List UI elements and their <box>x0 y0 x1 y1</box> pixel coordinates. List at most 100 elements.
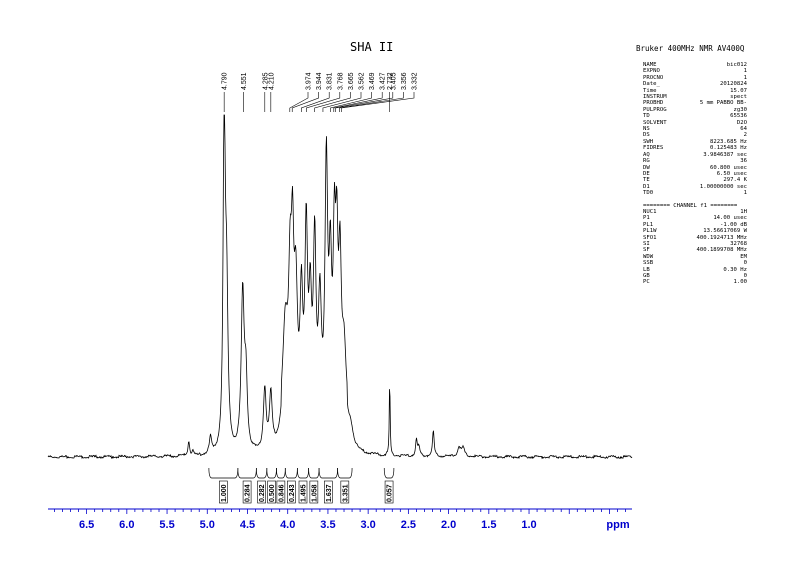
peak-label: 3.974 <box>306 72 313 90</box>
integral-bracket <box>208 467 239 479</box>
integral-box <box>276 480 286 504</box>
integral-bracket <box>297 467 309 479</box>
peak-label: 3.332 <box>412 72 419 90</box>
parameter-name: PC <box>643 279 650 286</box>
parameter-row: PROCNO 1 <box>643 75 747 81</box>
parameter-name: FIDRES <box>643 145 664 152</box>
peak-label: 4.790 <box>222 72 229 90</box>
integral-value: 3.351 <box>342 484 349 502</box>
integral-box <box>242 480 252 504</box>
parameter-value: 65536 <box>730 113 747 120</box>
parameter-name: PROCNO <box>643 74 664 81</box>
integral-box <box>219 480 228 504</box>
instrument-header: Bruker 400MHz NMR AV400Q <box>636 44 745 53</box>
parameter-value: -1.00 dB <box>720 221 747 228</box>
parameter-value: 14.00 usec <box>713 215 747 222</box>
integral-box <box>324 480 333 504</box>
peak-label-leader <box>289 92 309 112</box>
peak-label-group: 4.790 4.551 4.285 4.210 3.974 3.944 3.831 3.768… <box>222 72 419 112</box>
parameter-value: 13.56617069 W <box>703 228 747 235</box>
parameter-value: 400.1899708 MHz <box>696 247 747 254</box>
parameter-name: PL1 <box>643 221 654 228</box>
parameter-row: AQ 3.9846387 sec <box>643 152 747 158</box>
peak-label: 2.732 <box>387 72 394 90</box>
parameter-row: TE 297.4 K <box>643 177 747 183</box>
peak-label-leader <box>335 92 394 112</box>
x-tick-label: 2.0 <box>441 519 456 531</box>
integral-value: 0.243 <box>289 484 296 502</box>
parameter-row: PULPROG zg30 <box>643 107 747 113</box>
integral-box <box>340 480 350 504</box>
peak-label: 3.768 <box>337 72 344 90</box>
parameter-name: Time <box>643 87 657 94</box>
peak-label-leader <box>291 92 319 112</box>
peak-label: 3.665 <box>348 72 355 90</box>
x-axis-label: ppm <box>606 519 629 531</box>
parameter-name: SWH <box>643 138 654 145</box>
integral-group: 1.000 0.284 0.282 0.500 0.846 0.243 1.495 1.058… <box>208 467 395 504</box>
parameter-row: PL1W 13.56617069 W <box>643 228 747 234</box>
parameter-value: EM <box>740 253 747 260</box>
x-tick-label: 3.0 <box>361 519 376 531</box>
parameter-row: PL1 -1.00 dB <box>643 222 747 228</box>
parameter-name: DS <box>643 132 650 139</box>
parameter-value: 3.9846387 sec <box>703 151 747 158</box>
integral-box <box>309 480 319 504</box>
parameter-row: SOLVENT D2O <box>643 120 747 126</box>
parameter-value: 8223.685 Hz <box>709 138 747 145</box>
parameter-row: FIDRES 0.125483 Hz <box>643 145 747 151</box>
parameter-name: SFO1 <box>643 234 657 241</box>
integral-value: 0.846 <box>278 484 285 502</box>
parameter-name: TE <box>643 177 650 184</box>
integral-value: 0.284 <box>245 484 252 502</box>
parameter-row: SF 400.1899708 MHz <box>643 247 747 253</box>
parameter-name: SI <box>643 240 650 247</box>
parameter-row: RG 36 <box>643 158 747 164</box>
parameter-name: LB <box>643 266 650 273</box>
integral-box <box>287 480 296 504</box>
parameter-group-acquisition: NAME bic012 EXPNO 1 PROCNO 1 Date_ 20120824 Time… <box>643 62 747 197</box>
parameter-row: DW 60.800 usec <box>643 165 747 171</box>
peak-label: 3.405 <box>390 72 397 90</box>
parameter-name: SSB <box>643 260 654 267</box>
parameter-row: LB 0.30 Hz <box>643 267 747 273</box>
peak-label: 3.831 <box>327 72 334 90</box>
integral-value: 1.495 <box>300 484 307 502</box>
parameter-value: 1 <box>743 68 747 75</box>
integral-bracket <box>276 467 286 479</box>
integral-bracket <box>284 467 298 479</box>
parameter-name: P1 <box>643 215 650 222</box>
parameter-name: GB <box>643 273 650 279</box>
parameter-row: WDW EM <box>643 254 747 260</box>
parameter-group-channel: NUC1 1H P1 14.00 usec PL1 -1.00 dB PL1W 13.5661… <box>643 209 747 286</box>
parameter-row: NS 64 <box>643 126 747 132</box>
integral-bracket <box>237 467 257 479</box>
parameter-value: 1H <box>740 208 747 215</box>
parameter-value: 1 <box>743 190 747 197</box>
peak-label: 4.551 <box>241 72 248 90</box>
parameter-value: 6.50 usec <box>716 170 747 177</box>
integral-bracket <box>337 467 353 479</box>
spectrum-title: SHA II <box>350 40 394 54</box>
parameter-value: 20120824 <box>720 81 747 88</box>
parameter-name: TD <box>643 113 650 120</box>
parameter-name: NS <box>643 126 650 133</box>
parameter-value: 400.1924713 MHz <box>696 234 747 241</box>
parameter-value: zg30 <box>733 106 747 113</box>
parameter-row: PROBHD 5 mm PABBO BB- <box>643 100 747 106</box>
parameter-row: Date_ 20120824 <box>643 81 747 87</box>
parameter-row: INSTRUM spect <box>643 94 747 100</box>
integral-box <box>384 480 394 504</box>
parameter-name: TD0 <box>643 190 654 197</box>
spectrum-trace <box>47 114 633 460</box>
x-axis: 6.5 6.0 5.5 5.0 4.5 4.0 3.5 3.0 2.5 2.0 1.5 1.0 ppm <box>48 508 632 531</box>
integral-box <box>298 480 308 504</box>
parameter-value: bic012 <box>726 62 747 68</box>
parameter-value: 0.30 Hz <box>723 266 747 273</box>
peak-label: 3.562 <box>359 72 366 90</box>
parameter-name: SF <box>643 247 650 254</box>
peak-label-leader <box>333 92 383 112</box>
integral-value: 1.058 <box>311 484 318 502</box>
x-tick-label: 4.0 <box>280 519 295 531</box>
parameter-row: PC 1.00 <box>643 279 747 285</box>
